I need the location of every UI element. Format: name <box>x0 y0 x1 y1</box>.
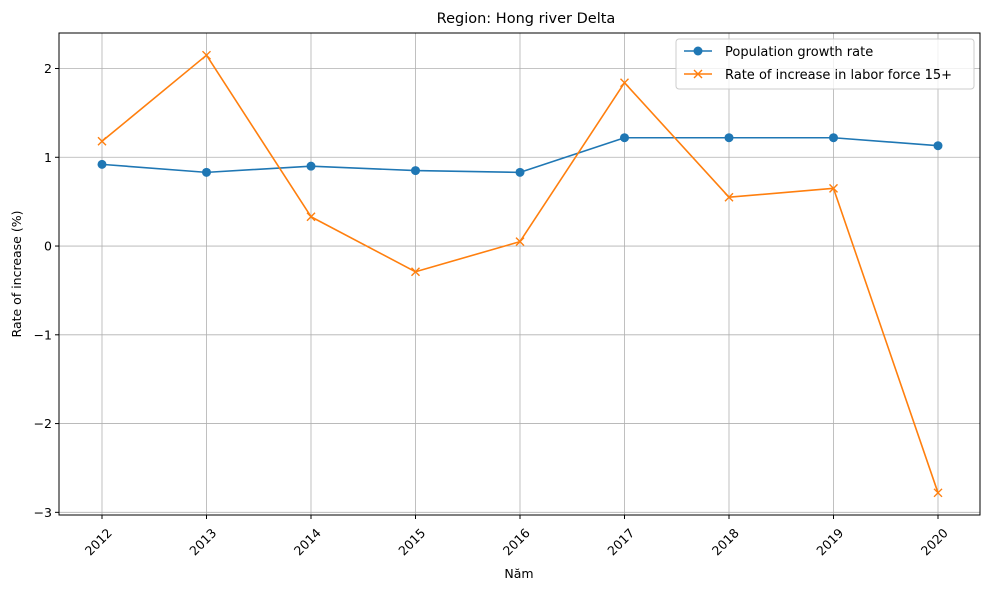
legend-label-labor-force: Rate of increase in labor force 15+ <box>725 68 952 83</box>
data-point-circle <box>829 133 838 143</box>
y-tick-label: 0 <box>44 239 52 254</box>
data-point-circle <box>933 141 943 151</box>
series-lines <box>97 50 943 498</box>
data-point-x <box>202 50 211 60</box>
x-marker-stroke <box>724 192 734 202</box>
y-tick-label: −3 <box>34 505 52 520</box>
data-point-circle <box>620 133 629 143</box>
plot-frame <box>58 32 981 516</box>
data-point-circle <box>306 161 316 171</box>
y-tick-label: −2 <box>34 416 52 431</box>
y-tick-label: 2 <box>44 61 52 76</box>
data-point-x <box>933 488 943 498</box>
data-point-circle <box>411 166 420 176</box>
x-marker-stroke <box>306 212 316 222</box>
data-point-circle <box>515 167 525 177</box>
legend-box <box>675 38 975 90</box>
axes <box>55 32 981 519</box>
tick-labels: 2 1 0 −1 −2 −3 2012 2013 2014 2015 2016 2017 2018 201… <box>34 61 951 558</box>
legend-marker-x <box>693 69 703 79</box>
data-point-circle <box>97 159 107 169</box>
x-marker-stroke <box>202 50 211 60</box>
x-axis-label: Năm <box>504 566 533 581</box>
data-point-x <box>97 136 107 146</box>
legend-marker-circle <box>693 46 703 56</box>
legend: Population growth rate Rate of increase … <box>675 38 975 90</box>
x-tick-label: 2014 <box>291 525 324 558</box>
data-point-x <box>515 237 525 247</box>
x-tick-label: 2013 <box>186 525 219 558</box>
y-axis-label: Rate of increase (%) <box>9 211 24 338</box>
y-tick-label: −1 <box>34 327 52 342</box>
data-point-x <box>620 78 629 88</box>
data-point-x <box>411 267 420 277</box>
y-tick-label: 1 <box>44 150 52 165</box>
x-marker-stroke <box>411 267 420 277</box>
x-marker-stroke <box>933 488 943 498</box>
x-tick-label: 2016 <box>500 525 533 558</box>
x-tick-label: 2012 <box>82 525 115 558</box>
grid-lines <box>59 33 980 515</box>
x-tick-label: 2019 <box>813 525 846 558</box>
x-marker-stroke <box>515 237 525 247</box>
chart-title: Region: Hong river Delta <box>437 11 616 27</box>
x-marker-stroke <box>620 78 629 88</box>
x-marker-stroke <box>97 136 107 146</box>
x-tick-label: 2015 <box>395 525 428 558</box>
data-point-circle <box>724 133 734 143</box>
data-point-circle <box>202 167 211 177</box>
data-point-x <box>829 183 838 193</box>
x-tick-label: 2020 <box>918 525 951 558</box>
x-marker-stroke <box>829 183 838 193</box>
x-tick-label: 2017 <box>604 525 637 558</box>
data-point-x <box>724 192 734 202</box>
x-tick-label: 2018 <box>709 525 742 558</box>
data-point-x <box>306 212 316 222</box>
legend-label-population-growth: Population growth rate <box>725 45 873 60</box>
